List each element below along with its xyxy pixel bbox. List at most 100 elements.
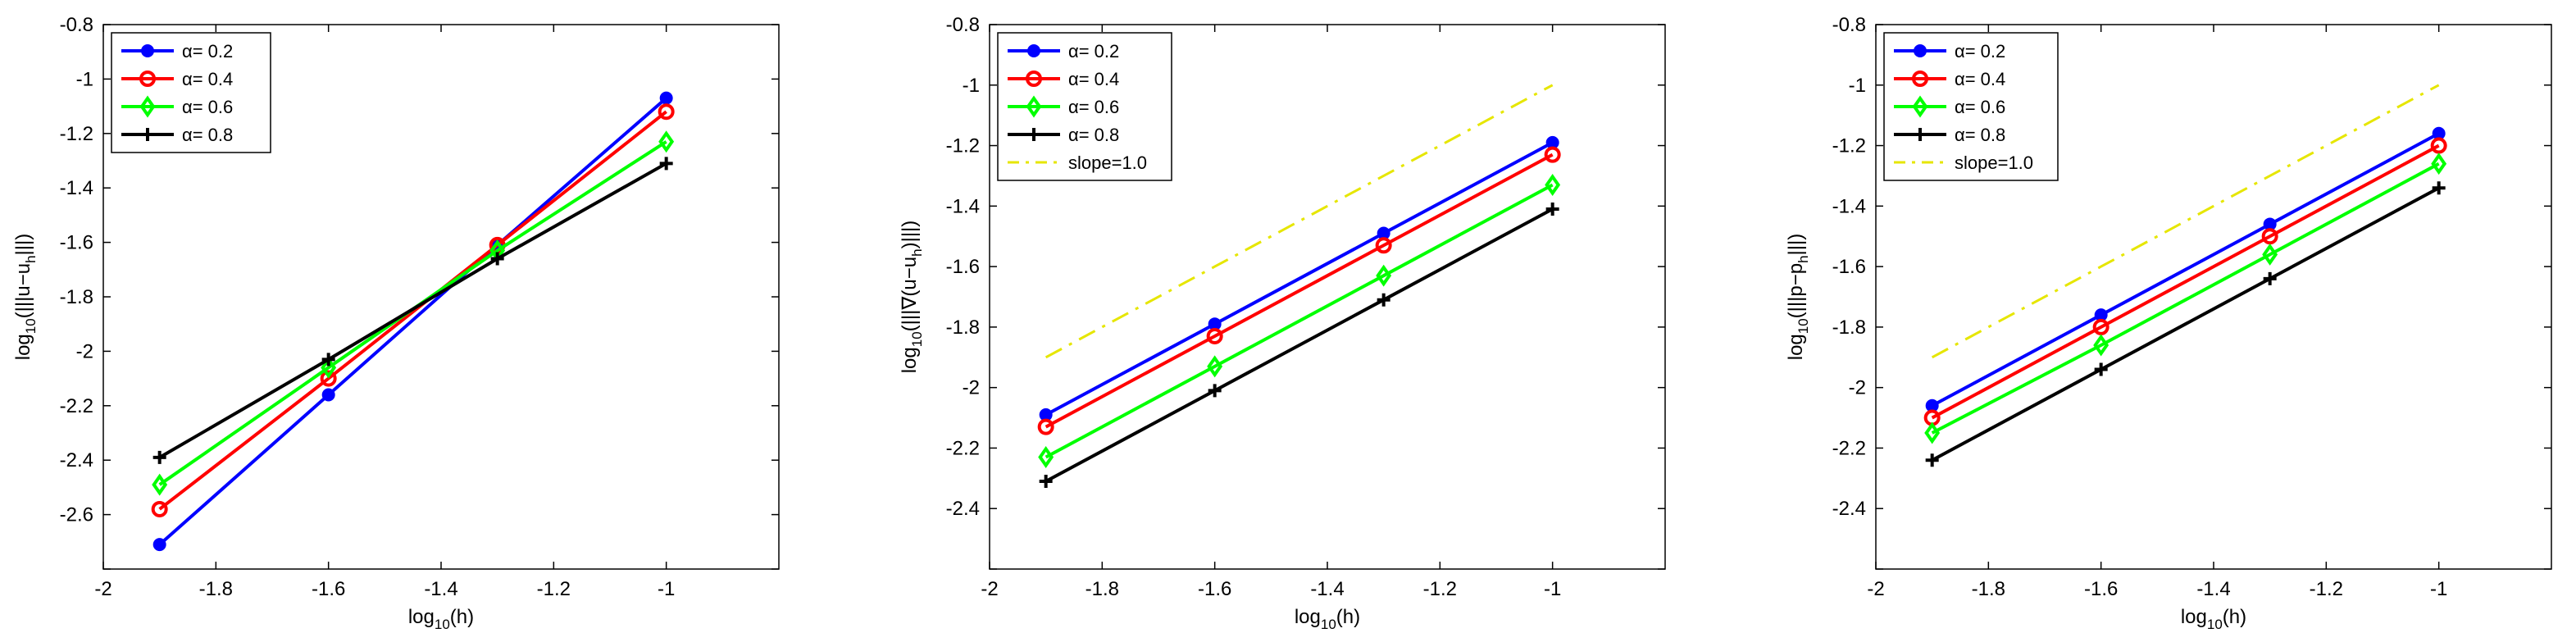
data-point	[1208, 384, 1222, 398]
chart-panel-1: -2 -1.8 -1.6 -1.4 -1.2 -1 -2.6 -2.4 -2.2 -2 -1.8 -1…	[12, 14, 780, 632]
series-4	[1925, 181, 2446, 467]
series-3	[1924, 153, 2447, 444]
data-point	[1924, 421, 1941, 444]
legend-label: α= 0.8	[1068, 125, 1119, 145]
legend-marker	[1912, 71, 1928, 87]
series-5	[1045, 84, 1554, 359]
legend-marker	[139, 95, 156, 118]
y-tick-label: -2.2	[1832, 437, 1866, 459]
x-tick-label: -1.8	[1972, 578, 2005, 600]
data-point	[658, 130, 675, 153]
y-tick-label: -0.8	[60, 14, 93, 36]
x-tick-label: -1.4	[1310, 578, 1344, 600]
data-point	[152, 538, 166, 552]
data-point	[2432, 181, 2446, 195]
series-line	[1045, 207, 1554, 483]
legend-label: α= 0.6	[1955, 97, 2005, 117]
legend-label: α= 0.2	[1955, 41, 2005, 61]
y-tick-label: -2	[76, 340, 93, 362]
data-point	[2092, 318, 2109, 335]
data-point	[2093, 334, 2109, 357]
data-point	[1544, 146, 1561, 163]
y-tick-label: -1.2	[1832, 135, 1866, 157]
data-point	[321, 353, 335, 367]
legend-marker	[1026, 71, 1042, 87]
y-tick-label: -2	[963, 377, 980, 399]
legend-marker	[1027, 44, 1040, 57]
series-2	[1923, 137, 2447, 426]
series-line	[1931, 162, 2440, 435]
y-tick-label: -0.8	[1832, 14, 1866, 36]
data-point	[321, 388, 335, 402]
legend-marker	[141, 128, 154, 141]
x-tick-label: -1.6	[2084, 578, 2118, 600]
y-axis-label: log10(|||∇(u−uh)|||)	[899, 221, 925, 374]
data-point	[1037, 418, 1054, 435]
y-tick-label: -2.6	[60, 504, 93, 526]
series-line	[158, 162, 667, 459]
data-point	[1207, 355, 1223, 378]
y-tick-label: -1	[1849, 75, 1866, 97]
series-1	[1039, 135, 1559, 421]
x-tick-label: -1.6	[312, 578, 345, 600]
y-tick-label: -2.4	[1832, 498, 1866, 520]
y-tick-label: -1.4	[946, 195, 980, 217]
y-tick-label: -1	[76, 68, 93, 90]
y-tick-label: -1.8	[60, 286, 93, 308]
data-point	[152, 450, 166, 464]
legend-label: α= 0.2	[182, 41, 233, 61]
legend-label: α= 0.2	[1068, 41, 1119, 61]
x-tick-label: -2	[981, 578, 998, 600]
chart-panel-3: -2 -1.8 -1.6 -1.4 -1.2 -1 -2.4 -2.2 -2 -1.8 -1.6 -1…	[1785, 14, 2552, 632]
x-tick-label: -1.4	[424, 578, 457, 600]
legend-label: slope=1.0	[1068, 153, 1147, 173]
y-tick-label: -1.4	[1832, 195, 1866, 217]
legend: α= 0.2 α= 0.4 α= 0.6 α= 0.8 slope=1.0	[997, 32, 1172, 181]
y-tick-label: -1.8	[1832, 316, 1866, 339]
y-tick-label: -2.2	[60, 395, 93, 417]
data-point	[659, 91, 673, 105]
legend-label: α= 0.4	[182, 69, 233, 89]
y-tick-label: -2	[1849, 377, 1866, 399]
y-tick-label: -0.8	[946, 14, 980, 36]
data-point	[2430, 137, 2447, 154]
y-axis-label: log10(|||p−ph|||)	[1785, 234, 1811, 361]
series-line	[1931, 84, 2440, 359]
data-point	[1377, 293, 1390, 307]
data-point	[2262, 243, 2278, 266]
y-tick-label: -1	[963, 75, 980, 97]
legend-label: α= 0.4	[1068, 69, 1119, 89]
data-point	[2263, 271, 2277, 285]
x-tick-label: -2	[1867, 578, 1884, 600]
x-tick-label: -1.4	[2196, 578, 2230, 600]
data-point	[1206, 327, 1223, 344]
legend-marker	[1027, 128, 1040, 141]
data-point	[1925, 453, 1939, 467]
x-tick-label: -1.2	[1423, 578, 1457, 600]
legend-marker	[1914, 44, 1927, 57]
data-point	[1375, 237, 1392, 254]
series-5	[1931, 84, 2440, 359]
legend-label: α= 0.8	[182, 125, 233, 145]
x-tick-label: -2	[94, 578, 112, 600]
legend-marker	[1912, 95, 1928, 118]
legend: α= 0.2 α= 0.4 α= 0.6 α= 0.8	[111, 32, 271, 153]
series-4	[152, 157, 673, 464]
series-line	[1045, 153, 1554, 429]
data-point	[321, 356, 337, 379]
series-line	[1931, 186, 2440, 462]
x-tick-label: -1.6	[1198, 578, 1231, 600]
y-tick-label: -1.6	[946, 256, 980, 278]
data-point	[320, 370, 337, 387]
legend-marker	[139, 71, 156, 87]
series-line	[158, 97, 667, 546]
y-tick-label: -1.6	[60, 232, 93, 254]
x-tick-label: -1.2	[537, 578, 571, 600]
legend-marker	[141, 44, 154, 57]
y-tick-label: -1.2	[60, 123, 93, 145]
series-3	[1038, 174, 1561, 468]
series-line	[1931, 143, 2440, 420]
legend-label: α= 0.8	[1955, 125, 2005, 145]
y-tick-label: -1.8	[946, 316, 980, 339]
